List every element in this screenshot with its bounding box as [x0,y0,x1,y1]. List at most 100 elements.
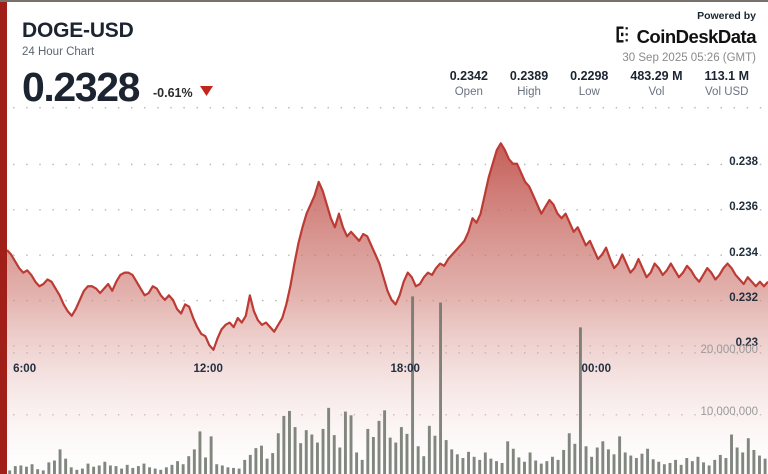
volume-bar [254,448,258,474]
volume-bar [355,452,359,474]
volume-bar [651,459,655,474]
last-price: 0.2328 [22,64,140,110]
volume-bar [679,464,683,474]
quote-timestamp: 30 Sep 2025 05:26 (GMT) [622,52,756,64]
volume-bar [595,447,599,474]
volume-bar [108,465,112,474]
volume-bar [153,468,157,474]
price-row: 0.2328 -0.61% [22,65,213,109]
volume-bar [623,452,627,474]
stat-label: Open [454,86,483,98]
volume-bar [707,465,711,474]
volume-bar [455,454,459,474]
symbol-title: DOGE-USD [22,19,134,42]
volume-bar [103,461,107,474]
volume-bars [8,296,767,474]
volume-bar [64,458,68,474]
volume-bar [500,462,504,474]
volume-bar [80,468,84,474]
time-axis-tick: 12:00 [193,363,223,375]
volume-bar [489,458,493,474]
volume-bar [371,436,375,474]
volume-bar [674,459,678,474]
volume-bar [41,470,45,474]
volume-bar [299,443,303,474]
stat-label: Vol USD [705,86,749,98]
volume-bar [606,449,610,474]
volume-bar [92,466,96,474]
stat-cell-vol: 483.29 M Vol [619,68,693,100]
volume-bar [204,457,207,474]
time-axis-tick: 18:00 [390,363,420,375]
volume-bar [58,449,62,474]
volume-bar [8,470,12,474]
volume-bar [276,433,280,474]
change-wrap: -0.61% [153,84,213,102]
volume-bar [696,456,700,474]
volume-bar [338,447,342,474]
volume-bar [646,448,650,474]
volume-bar [724,458,728,474]
volume-bar [405,433,409,474]
stat-value: 0.2342 [449,69,488,83]
time-axis-tick: 6:00 [13,363,37,375]
volume-bar [545,461,549,474]
brand-logo-text: CoinDeskData [636,26,757,47]
price-axis-tick: 0.236 [729,201,758,214]
volume-bar [192,449,196,474]
volume-bar [590,456,594,474]
volume-bar [388,437,392,474]
volume-bar [657,461,661,474]
volume-bar [584,446,588,474]
volume-bar [640,453,644,474]
volume-bar [629,455,633,474]
volume-bar [136,466,140,474]
volume-axis-tick: 20,000,000 [700,344,758,357]
volume-bar [148,467,152,474]
logo-row[interactable]: CoinDeskData [616,26,757,48]
header-left: DOGE-USD 24 Hour Chart 0.2328 -0.61% [22,20,213,109]
stat-cell-vol-usd: 113.1 M Vol USD [694,68,760,100]
volume-bar [511,448,515,474]
volume-bar [282,415,286,474]
volume-bar [243,459,247,474]
volume-bar [483,452,487,474]
gridline [7,254,768,256]
volume-bar [573,443,577,474]
stat-value: 0.2389 [509,69,549,83]
gridline [7,209,768,211]
volume-bar [220,465,224,474]
volume-bar [517,457,521,474]
volume-bar [746,438,750,474]
volume-bar [293,427,297,474]
volume-bar [159,469,163,474]
price-area-path [7,143,768,474]
volume-bar [120,468,124,474]
brand-block: Powered by CoinDeskData 30 Sep 2025 05:2… [616,10,757,65]
volume-bar [416,446,420,474]
volume-bar [539,463,543,474]
volume-bar [131,467,135,474]
left-accent-bar [0,2,7,474]
volume-bar [237,468,241,474]
volume-bar [427,425,431,474]
price-axis-tick: 0.234 [729,246,758,259]
arrow-down-icon [199,84,213,102]
volume-bar [472,456,476,474]
volume-bar [315,442,319,474]
volume-bar [702,462,705,474]
volume-bar [741,452,745,474]
volume-bar [685,458,689,474]
volume-bar [271,453,275,474]
volume-bar [467,451,470,474]
volume-bar [444,440,448,474]
chart-subtitle: 24 Hour Chart [22,46,95,58]
volume-bar [19,465,23,474]
volume-bar [170,464,174,474]
volume-bar [164,467,168,474]
volume-bar [730,434,733,474]
volume-bar [360,459,364,474]
volume-bar [450,449,454,474]
price-line-path [6,142,768,351]
